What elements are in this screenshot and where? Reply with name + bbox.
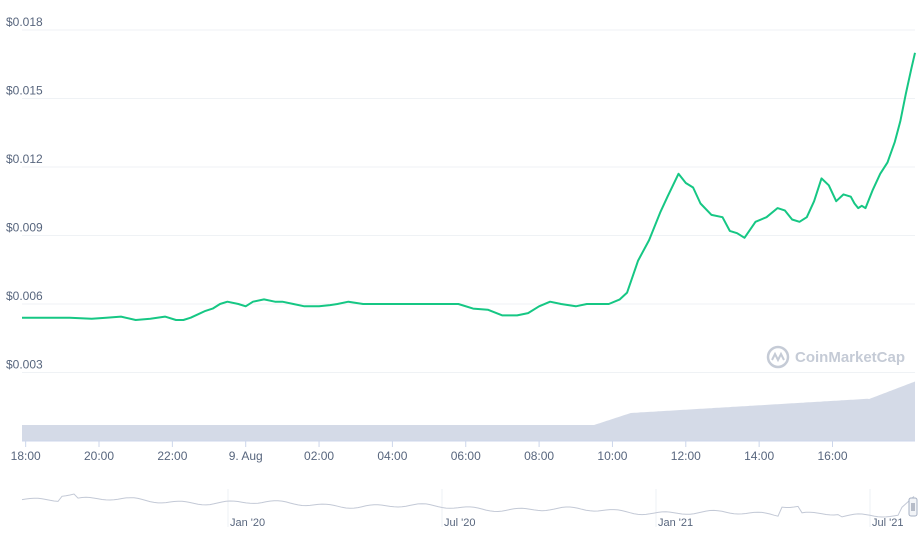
y-axis: $0.003 $0.006 $0.009 $0.012 $0.015 $0.018 [6,15,43,372]
navigator-tick-label: Jul '21 [872,517,903,529]
x-axis: 18:00 20:00 22:00 9. Aug 02:00 04:00 06:00 08:0… [11,440,915,463]
price-line [22,52,916,321]
watermark: CoinMarketCap [766,345,905,369]
navigator-tick-label: Jan '21 [658,517,693,529]
price-series [22,52,916,321]
navigator-x-axis: Jan '20 Jul '20 Jan '21 Jul '21 [230,517,903,529]
x-tick-label: 9. Aug [229,449,263,463]
y-tick-label: $0.009 [6,221,43,235]
y-tick-label: $0.018 [6,15,43,29]
y-tick-label: $0.012 [6,152,43,166]
navigator[interactable]: Jan '20 Jul '20 Jan '21 Jul '21 [21,489,918,529]
y-tick-label: $0.015 [6,84,43,98]
navigator-series-line [21,493,915,518]
watermark-text: CoinMarketCap [795,349,905,366]
x-tick-label: 14:00 [744,449,774,463]
volume-fill [22,381,915,441]
navigator-handle[interactable] [908,497,918,517]
y-tick-label: $0.003 [6,358,43,372]
x-tick-label: 10:00 [597,449,627,463]
x-tick-label: 20:00 [84,449,114,463]
gridlines [22,29,915,373]
navigator-background [22,489,915,527]
x-tick-label: 08:00 [524,449,554,463]
navigator-tick-label: Jul '20 [444,517,475,529]
x-tick-label: 16:00 [817,449,847,463]
y-tick-label: $0.006 [6,289,43,303]
x-tick-label: 04:00 [377,449,407,463]
x-tick-label: 02:00 [304,449,334,463]
x-tick-label: 12:00 [671,449,701,463]
coinmarketcap-logo-icon [766,345,790,369]
navigator-tick-label: Jan '20 [230,517,265,529]
volume-area [22,381,915,441]
x-tick-label: 18:00 [11,449,41,463]
x-tick-label: 22:00 [157,449,187,463]
x-tick-label: 06:00 [451,449,481,463]
